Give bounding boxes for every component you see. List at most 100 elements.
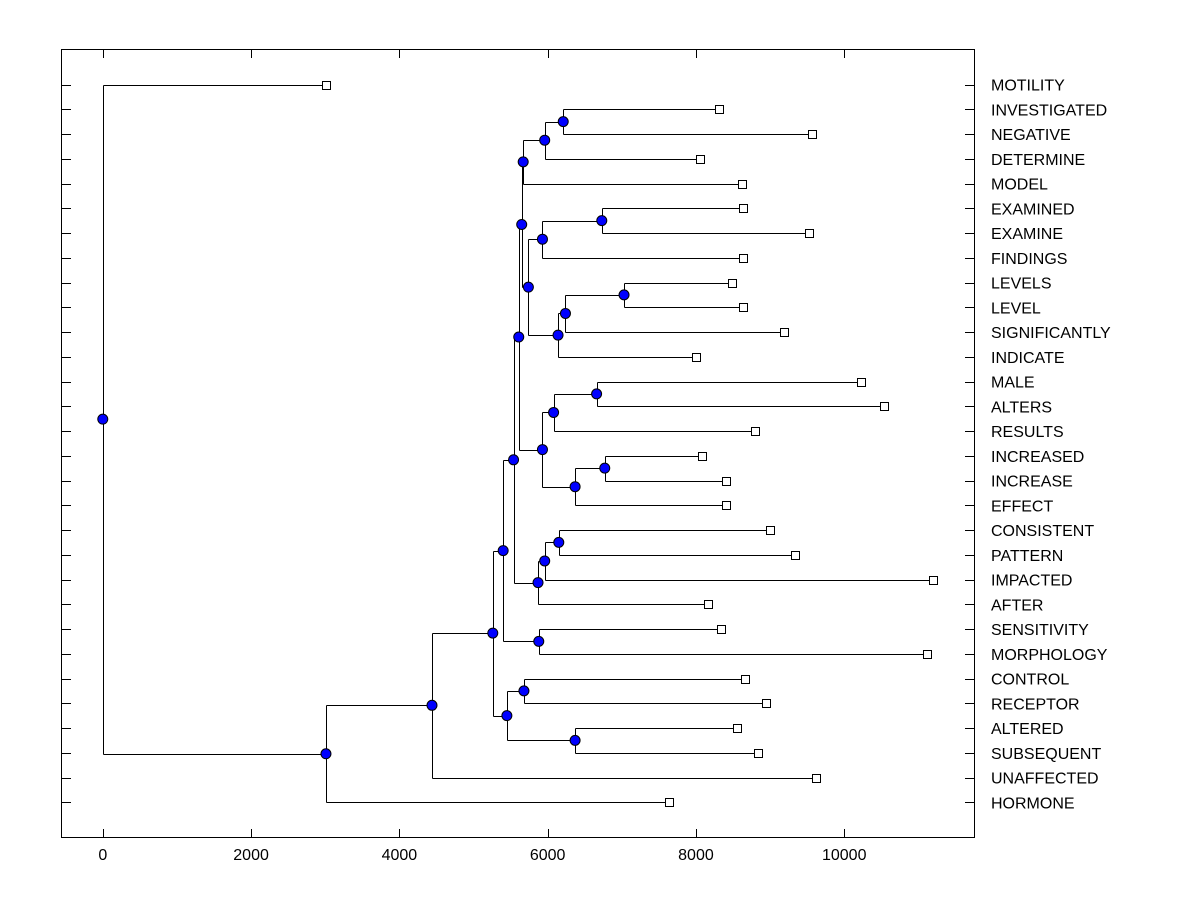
leaf-marker	[739, 254, 748, 263]
leaf-marker	[722, 477, 731, 486]
merge-node	[553, 536, 565, 548]
merge-node	[533, 635, 545, 647]
leaf-label: INCREASE	[991, 474, 1073, 491]
merge-node	[596, 215, 608, 227]
merge-node	[569, 481, 581, 493]
x-tick-label: 2000	[233, 847, 269, 864]
merge-node	[522, 281, 534, 293]
leaf-label: RESULTS	[991, 424, 1064, 441]
leaf-label: LEVEL	[991, 300, 1041, 317]
merge-nodes	[97, 116, 630, 760]
merge-node	[559, 307, 571, 319]
leaf-marker	[923, 650, 932, 659]
merge-node	[517, 156, 529, 168]
merge-node	[518, 685, 530, 697]
merge-node	[532, 577, 544, 589]
leaf-marker	[741, 675, 750, 684]
merge-node	[591, 388, 603, 400]
leaf-marker	[857, 378, 866, 387]
leaf-label: INVESTIGATED	[991, 102, 1107, 119]
leaf-marker	[805, 229, 814, 238]
merge-node	[497, 545, 509, 557]
branch-lines	[103, 85, 934, 803]
leaf-marker	[728, 279, 737, 288]
merge-node	[618, 289, 630, 301]
merge-node	[516, 218, 528, 230]
leaf-label: EXAMINED	[991, 201, 1075, 218]
leaf-label: EXAMINE	[991, 226, 1063, 243]
leaf-label: IMPACTED	[991, 573, 1072, 590]
leaf-marker	[880, 402, 889, 411]
leaf-marker	[766, 526, 775, 535]
leaf-marker	[739, 204, 748, 213]
merge-node	[508, 454, 520, 466]
leaf-marker	[665, 798, 674, 807]
leaf-label: FINDINGS	[991, 251, 1067, 268]
x-tick-label: 8000	[678, 847, 714, 864]
plot-frame	[61, 49, 975, 838]
leaf-label: MOTILITY	[991, 78, 1065, 95]
leaf-label: MODEL	[991, 177, 1048, 194]
leaf-markers	[322, 81, 938, 807]
leaf-label: PATTERN	[991, 548, 1063, 565]
leaf-label: SENSITIVITY	[991, 622, 1089, 639]
leaf-label: ALTERS	[991, 399, 1052, 416]
leaf-marker	[692, 353, 701, 362]
leaf-marker	[791, 551, 800, 560]
merge-node	[599, 462, 611, 474]
merge-node	[539, 555, 551, 567]
leaf-label: CONTROL	[991, 672, 1069, 689]
leaf-labels: MOTILITY INVESTIGATED NEGATIVE DETERMINE MOD…	[991, 78, 1111, 813]
tick-marks	[62, 50, 974, 837]
leaf-marker	[762, 699, 771, 708]
merge-node	[320, 748, 332, 760]
leaf-label: INDICATE	[991, 350, 1064, 367]
merge-node	[552, 329, 564, 341]
leaf-marker	[322, 81, 331, 90]
leaf-marker	[715, 105, 724, 114]
leaf-marker	[717, 625, 726, 634]
merge-node	[569, 734, 581, 746]
leaf-marker	[929, 576, 938, 585]
leaf-marker	[739, 303, 748, 312]
leaf-label: NEGATIVE	[991, 127, 1071, 144]
leaf-label: DETERMINE	[991, 152, 1085, 169]
leaf-marker	[704, 600, 713, 609]
leaf-label: CONSISTENT	[991, 523, 1094, 540]
leaf-marker	[698, 452, 707, 461]
x-tick-label: 0	[98, 847, 107, 864]
leaf-marker	[808, 130, 817, 139]
merge-node	[513, 331, 525, 343]
leaf-label: MORPHOLOGY	[991, 647, 1108, 664]
merge-node	[536, 444, 548, 456]
merge-node	[426, 699, 438, 711]
leaf-label: UNAFFECTED	[991, 771, 1099, 788]
x-tick-label: 6000	[530, 847, 566, 864]
leaf-marker	[733, 724, 742, 733]
leaf-marker	[751, 427, 760, 436]
merge-node	[548, 406, 560, 418]
merge-node	[539, 134, 551, 146]
merge-node	[501, 710, 513, 722]
leaf-marker	[696, 155, 705, 164]
x-tick-label: 4000	[382, 847, 418, 864]
leaf-label: SUBSEQUENT	[991, 746, 1101, 763]
leaf-label: INCREASED	[991, 449, 1084, 466]
merge-node	[97, 413, 109, 425]
leaf-marker	[738, 180, 747, 189]
leaf-label: HORMONE	[991, 795, 1075, 812]
leaf-label: ALTERED	[991, 721, 1064, 738]
leaf-marker	[780, 328, 789, 337]
leaf-marker	[812, 774, 821, 783]
x-tick-label: 10000	[822, 847, 867, 864]
merge-node	[557, 116, 569, 128]
x-axis-tick-labels: 0 2000 4000 6000 8000 10000	[98, 847, 866, 864]
leaf-label: EFFECT	[991, 498, 1053, 515]
leaf-label: LEVELS	[991, 276, 1051, 293]
leaf-label: SIGNIFICANTLY	[991, 325, 1111, 342]
leaf-label: RECEPTOR	[991, 696, 1080, 713]
leaf-label: MALE	[991, 375, 1035, 392]
merge-node	[536, 233, 548, 245]
leaf-marker	[754, 749, 763, 758]
